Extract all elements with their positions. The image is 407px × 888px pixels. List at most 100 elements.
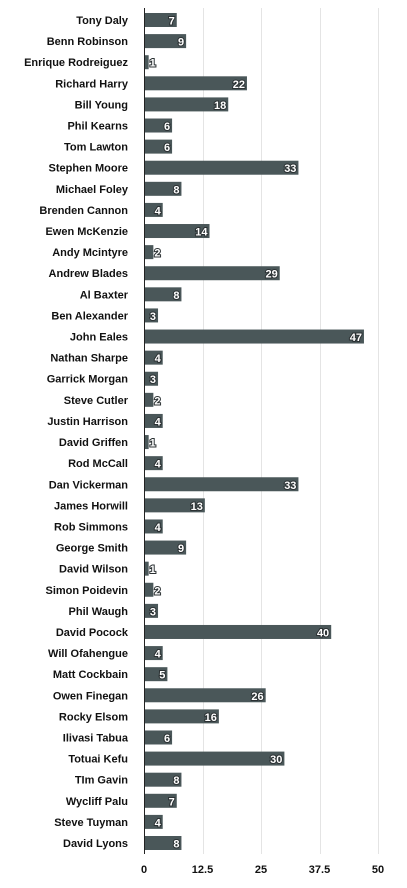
value-label: 4 (155, 522, 162, 534)
category-label: Ben Alexander (51, 310, 128, 322)
value-label: 33 (284, 163, 296, 175)
category-label: James Horwill (54, 500, 128, 512)
bar (144, 287, 182, 302)
value-label: 9 (178, 543, 184, 555)
bar (144, 76, 247, 91)
bar (144, 329, 364, 344)
bar (144, 709, 219, 724)
bar (144, 181, 182, 196)
bar (144, 477, 299, 492)
value-label: 6 (164, 142, 170, 154)
value-label: 22 (233, 79, 245, 91)
x-tick-label: 0 (141, 864, 147, 876)
category-label: Ewen McKenzie (45, 226, 128, 238)
bar (144, 160, 299, 175)
category-label: David Pocock (56, 627, 129, 639)
value-label: 9 (178, 37, 184, 49)
bar (144, 814, 163, 829)
category-label: Stephen Moore (49, 163, 128, 175)
category-label: Benn Robinson (47, 36, 129, 48)
category-label: Bill Young (75, 99, 128, 111)
x-tick-label: 37.5 (309, 864, 330, 876)
value-label: 26 (251, 691, 263, 703)
value-label: 8 (173, 775, 179, 787)
value-label: 2 (154, 585, 160, 597)
value-label: 30 (270, 754, 282, 766)
value-label: 1 (150, 438, 156, 450)
category-label: Rocky Elsom (59, 711, 128, 723)
x-tick-label: 50 (372, 864, 384, 876)
bars (144, 13, 364, 850)
category-labels: Tony Daly Benn Robinson Enrique Rodreiguez… (24, 15, 129, 850)
value-label: 3 (150, 606, 156, 618)
value-label: 7 (169, 16, 175, 28)
bar (144, 793, 177, 808)
value-label: 18 (214, 100, 226, 112)
value-label: 8 (173, 290, 179, 302)
category-label: Matt Cockbain (53, 669, 128, 681)
bar (144, 139, 173, 154)
bar (144, 603, 159, 618)
bar (144, 730, 173, 745)
value-label: 5 (159, 670, 165, 682)
value-label: 1 (150, 564, 156, 576)
bar (144, 350, 163, 365)
category-label: Nathan Sharpe (50, 353, 128, 365)
value-label: 4 (155, 817, 162, 829)
bar (144, 392, 154, 407)
bar (144, 435, 149, 450)
bar (144, 266, 280, 281)
category-label: Richard Harry (55, 78, 129, 90)
category-label: TIm Gavin (75, 775, 128, 787)
value-label: 2 (154, 248, 160, 260)
category-label: Owen Finegan (53, 690, 128, 702)
bar (144, 34, 187, 49)
category-label: Tony Daly (76, 15, 129, 27)
value-label: 16 (205, 712, 217, 724)
value-label: 8 (173, 184, 179, 196)
bar (144, 582, 154, 597)
value-label: 4 (155, 205, 162, 217)
category-label: Phil Waugh (69, 606, 129, 618)
category-label: Brenden Cannon (39, 205, 128, 217)
category-label: Dan Vickerman (49, 479, 129, 491)
bar (144, 540, 187, 555)
bar (144, 836, 182, 850)
value-label: 4 (155, 353, 162, 365)
bar (144, 688, 266, 703)
bar (144, 202, 163, 217)
category-label: Steve Tuyman (54, 817, 128, 829)
bar (144, 224, 210, 239)
value-label: 14 (195, 227, 208, 239)
x-axis: 0 12.5 25 37.5 50 (141, 8, 384, 876)
value-label: 3 (150, 374, 156, 386)
bar (144, 667, 168, 682)
category-label: Simon Poidevin (45, 585, 128, 597)
bar (144, 308, 159, 323)
category-label: Michael Foley (56, 184, 129, 196)
bar (144, 751, 285, 766)
bar (144, 413, 163, 428)
value-label: 2 (154, 395, 160, 407)
bar (144, 624, 332, 639)
value-label: 13 (191, 501, 203, 513)
value-label: 40 (317, 627, 329, 639)
value-label: 6 (164, 733, 170, 745)
category-label: Enrique Rodreiguez (24, 57, 128, 69)
category-label: Garrick Morgan (47, 374, 129, 386)
value-label: 6 (164, 121, 170, 133)
category-label: Andrew Blades (49, 268, 128, 280)
bar (144, 646, 163, 661)
bar (144, 97, 229, 112)
value-label: 33 (284, 480, 296, 492)
category-label: Wycliff Palu (66, 796, 128, 808)
category-label: Andy Mcintyre (52, 247, 128, 259)
value-label: 29 (265, 269, 277, 281)
bar (144, 13, 177, 27)
bar (144, 519, 163, 534)
category-label: Totuai Kefu (68, 754, 128, 766)
category-label: Rob Simmons (54, 521, 128, 533)
category-label: John Eales (70, 332, 128, 344)
x-tick-label: 25 (255, 864, 267, 876)
